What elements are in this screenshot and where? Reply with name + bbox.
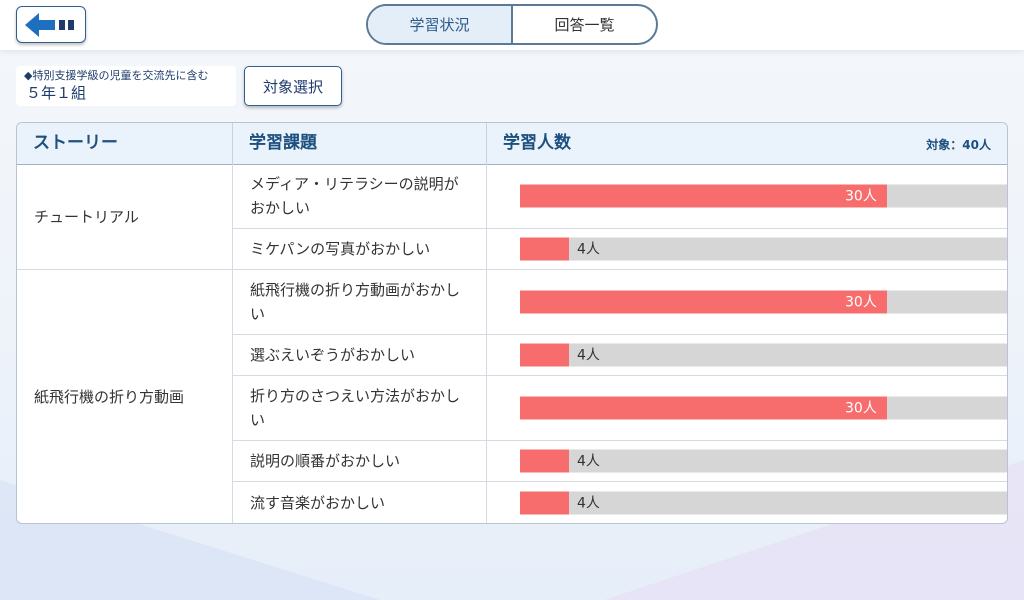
- count-label: 4人: [577, 241, 600, 258]
- story-cell: チュートリアル: [17, 164, 233, 270]
- class-name: ５年１組: [26, 84, 87, 102]
- count-bar-fill: [520, 290, 887, 314]
- column-divider: [232, 164, 233, 523]
- story-cell: 紙飛行機の折り方動画: [34, 388, 185, 406]
- target-select-button[interactable]: 対象選択: [244, 66, 342, 106]
- column-divider: [486, 164, 487, 523]
- count-label: 30人: [845, 294, 877, 311]
- count-label: 4人: [577, 495, 600, 511]
- count-bar-track: 30人: [520, 290, 1007, 314]
- target-count: 対象：40人: [926, 138, 991, 152]
- count-bar-fill: [520, 449, 569, 473]
- column-header-story: ストーリー: [17, 123, 233, 164]
- task-label: 流す音楽がおかしい: [250, 493, 386, 512]
- table-row: 紙飛行機の折り方動画がおかしい 30人: [233, 270, 1007, 335]
- count-bar-track: 4人: [520, 449, 1007, 473]
- count-bar-fill: [520, 396, 887, 420]
- count-bar-fill: [520, 237, 569, 261]
- column-header-task: 学習課題: [233, 123, 487, 164]
- table-row: 説明の順番がおかしい 4人: [233, 441, 1007, 482]
- table-row: 流す音楽がおかしい 4人: [233, 482, 1007, 523]
- back-button[interactable]: [16, 6, 86, 43]
- table-row: メディア・リテラシーの説明がおかしい 30人: [233, 164, 1007, 229]
- table-row: 選ぶえいぞうがおかしい 4人: [233, 335, 1007, 376]
- tab-learning-status[interactable]: 学習状況: [368, 6, 511, 43]
- count-bar-fill: [520, 491, 569, 514]
- learning-status-table: ストーリー 学習課題 学習人数 対象：40人 メディア・リテラシーの説明がおかし…: [16, 122, 1008, 524]
- table-row: 折り方のさつえい方法がおかしい 30人: [233, 376, 1007, 441]
- task-label: 折り方のさつえい方法がおかしい: [250, 387, 461, 429]
- task-label: メディア・リテラシーの説明がおかしい: [250, 175, 459, 217]
- count-bar-track: 4人: [520, 343, 1007, 367]
- count-bar-track: 30人: [520, 396, 1007, 420]
- task-label: 紙飛行機の折り方動画がおかしい: [250, 281, 461, 323]
- count-label: 4人: [577, 453, 600, 470]
- count-bar-fill: [520, 184, 887, 208]
- task-label: ミケパンの写真がおかしい: [250, 240, 431, 258]
- class-info: ◆特別支援学級の児童を交流先に含む ５年１組: [16, 66, 236, 106]
- top-bar: 学習状況 回答一覧: [0, 0, 1024, 50]
- column-header-count: 学習人数: [503, 133, 571, 153]
- count-bar-track: 4人: [520, 491, 1007, 514]
- count-bar-fill: [520, 343, 569, 367]
- count-label: 30人: [845, 188, 877, 205]
- count-label: 4人: [577, 347, 600, 364]
- table-row: ミケパンの写真がおかしい 4人: [233, 229, 1007, 270]
- count-bar-track: 30人: [520, 184, 1007, 208]
- view-switcher: 学習状況 回答一覧: [366, 4, 658, 45]
- tab-answer-list[interactable]: 回答一覧: [511, 6, 656, 43]
- task-label: 選ぶえいぞうがおかしい: [250, 346, 416, 364]
- task-label: 説明の順番がおかしい: [250, 452, 401, 470]
- back-arrow-icon: [25, 12, 74, 37]
- table-header: ストーリー 学習課題 学習人数 対象：40人: [17, 123, 1007, 165]
- count-label: 30人: [845, 400, 877, 417]
- class-note: ◆特別支援学級の児童を交流先に含む: [24, 69, 209, 82]
- count-bar-track: 4人: [520, 237, 1007, 261]
